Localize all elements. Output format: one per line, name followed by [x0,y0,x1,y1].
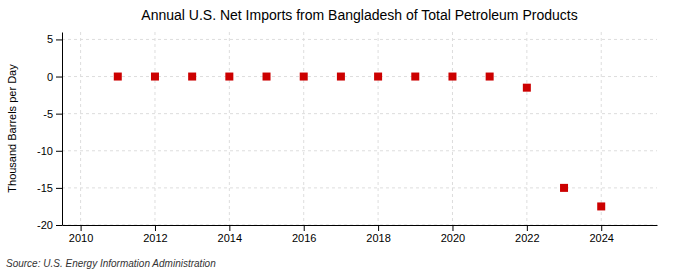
tick-label: 5 [47,33,53,45]
point [188,73,196,81]
point [114,73,122,81]
tick-mark [155,225,156,231]
grid-line [62,39,657,40]
grid-line [378,32,379,225]
tick-mark [56,188,62,189]
grid-line [303,32,304,225]
tick: 2012 [143,225,167,244]
tick: 2022 [515,225,539,244]
tick: 0 [47,71,62,83]
tick-label: 0 [47,71,53,83]
tick-mark [378,225,379,231]
tick-label: 2016 [292,232,316,244]
point [151,73,159,81]
tick: 2014 [218,225,242,244]
grid-line [62,113,657,114]
tick: 2018 [366,225,390,244]
tick: 2024 [589,225,613,244]
tick: 2016 [292,225,316,244]
tick-label: 2014 [218,232,242,244]
point [411,73,419,81]
tick-mark [229,225,230,231]
tick: 2010 [69,225,93,244]
grid-line [154,32,155,225]
point [337,73,345,81]
tick-mark [56,77,62,78]
tick: -20 [37,219,62,231]
tick-mark [56,225,62,226]
point [225,73,233,81]
marks [114,73,605,211]
tick-mark [56,151,62,152]
tick-mark [56,39,62,40]
tick-label: -20 [37,219,53,231]
grid-line [62,150,657,151]
title: Annual U.S. Net Imports from Bangladesh … [141,7,577,23]
tick: -5 [43,108,62,120]
tick: -15 [37,182,62,194]
grid-line [80,32,81,225]
grid-line [62,225,657,226]
tick-label: 2010 [69,232,93,244]
tick-mark [601,225,602,231]
tick-label: -5 [43,108,53,120]
grid-line [229,32,230,225]
plot-area: 2010 2012 2014 2016 2018 2020 2022 2024 -20 -15 -1… [37,32,657,244]
tick-label: 2022 [515,232,539,244]
tick-label: -10 [37,145,53,157]
x-axis: 2010 2012 2014 2016 2018 2020 2022 2024 [63,225,658,244]
grid-line [601,32,602,225]
tick-label: -15 [37,182,53,194]
tick-label: 2012 [143,232,167,244]
tick-label: 2018 [366,232,390,244]
tick-mark [527,225,528,231]
tick: -10 [37,145,62,157]
grid-line [452,32,453,225]
source-note: Source: U.S. Energy Information Administ… [6,258,216,269]
grid-line [526,32,527,225]
point [597,202,605,210]
grid [62,32,657,225]
tick-mark [56,114,62,115]
point [448,73,456,81]
tick: 2020 [441,225,465,244]
point [374,73,382,81]
point [263,73,271,81]
y-axis: -20 -15 -10 -5 0 5 [37,33,62,232]
point [486,73,494,81]
tick-mark [452,225,453,231]
y-axis-title: Thousand Barrels per Day [6,64,18,193]
tick-label: 2020 [441,232,465,244]
point [523,84,531,92]
tick-label: 2024 [589,232,613,244]
point [560,184,568,192]
axis-line [62,33,63,226]
chart: 2010 2012 2014 2016 2018 2020 2022 2024 -20 -15 -1… [0,0,675,275]
axis-line [63,225,658,226]
tick: 5 [47,33,62,45]
point [300,73,308,81]
tick-mark [81,225,82,231]
tick-mark [304,225,305,231]
